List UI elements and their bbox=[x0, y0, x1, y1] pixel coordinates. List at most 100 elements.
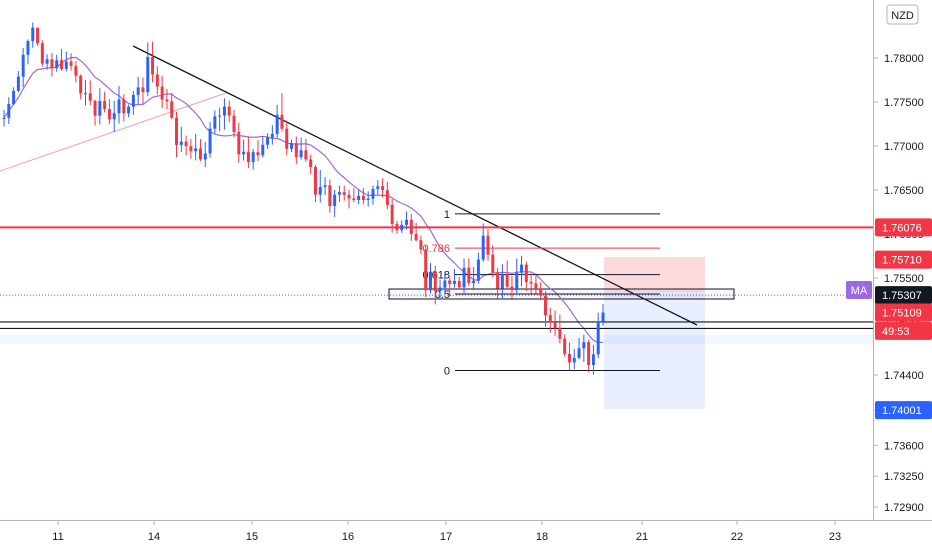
y-tick-label: 1.73250 bbox=[884, 471, 924, 483]
candle-body bbox=[275, 114, 279, 134]
candle-body bbox=[424, 249, 428, 291]
candle-body bbox=[510, 286, 514, 290]
price-tag-label: 49:53 bbox=[882, 326, 910, 338]
candle-body bbox=[304, 150, 308, 160]
candle-body bbox=[323, 185, 327, 187]
candle-body bbox=[452, 280, 456, 284]
candle-body bbox=[567, 353, 571, 363]
candle-body bbox=[218, 115, 222, 117]
candle-body bbox=[318, 186, 322, 195]
candle-body bbox=[136, 87, 140, 95]
candle-body bbox=[337, 192, 341, 195]
candle-body bbox=[352, 198, 356, 201]
candle-body bbox=[270, 133, 274, 138]
candle-body bbox=[443, 280, 447, 288]
currency-label: NZD bbox=[891, 10, 914, 22]
take-profit-zone[interactable] bbox=[604, 292, 705, 409]
candle-body bbox=[548, 315, 552, 323]
candle-body bbox=[256, 152, 260, 156]
candle-body bbox=[505, 274, 509, 287]
price-tag-box bbox=[875, 250, 932, 269]
moving-average-line bbox=[3, 56, 604, 344]
candle-body bbox=[36, 27, 40, 44]
candle-body bbox=[12, 90, 16, 105]
ma-indicator-label[interactable]: MA bbox=[846, 281, 872, 299]
candle-body bbox=[587, 342, 591, 365]
candle-body bbox=[582, 342, 586, 349]
candle-body bbox=[405, 219, 409, 225]
candle-body bbox=[524, 264, 528, 283]
candle-body bbox=[194, 148, 198, 152]
candle-body bbox=[342, 192, 346, 195]
price-tag: 1.75109 bbox=[875, 303, 932, 322]
candle-body bbox=[79, 75, 83, 94]
candle-body bbox=[151, 57, 155, 75]
candle-body bbox=[520, 264, 524, 273]
candle-body bbox=[184, 141, 188, 147]
price-tag-label: 1.75307 bbox=[882, 290, 922, 302]
candle-body bbox=[266, 137, 270, 145]
x-tick-label: 17 bbox=[440, 531, 452, 543]
ma-label-box bbox=[846, 281, 872, 299]
downtrend-line[interactable] bbox=[132, 45, 698, 326]
y-tick-label: 1.72900 bbox=[884, 502, 924, 514]
candle-body bbox=[60, 60, 63, 69]
candle-body bbox=[496, 272, 500, 289]
price-tag: 1.75710 bbox=[875, 250, 932, 269]
candle-body bbox=[577, 348, 581, 358]
candle-body bbox=[313, 166, 317, 195]
candle-body bbox=[333, 194, 337, 206]
price-tag-box bbox=[875, 218, 932, 237]
candle-body bbox=[122, 99, 126, 114]
candle-body bbox=[165, 99, 169, 102]
candle-body bbox=[390, 204, 394, 224]
x-tick-label: 23 bbox=[829, 531, 841, 543]
x-tick-label: 11 bbox=[52, 531, 63, 543]
candle-body bbox=[361, 195, 365, 201]
candle-body bbox=[26, 41, 30, 55]
price-tag: 49:53 bbox=[875, 321, 932, 340]
candle-body bbox=[31, 27, 35, 42]
candle-body bbox=[462, 267, 466, 288]
price-tag: 1.74001 bbox=[875, 401, 932, 420]
candle-body bbox=[55, 60, 59, 69]
candle-body bbox=[232, 115, 236, 132]
candle-body bbox=[558, 328, 562, 339]
x-tick-label: 15 bbox=[246, 531, 258, 543]
currency-badge[interactable]: NZD bbox=[886, 4, 919, 25]
price-tag-label: 1.75710 bbox=[882, 255, 922, 267]
candle-body bbox=[285, 128, 289, 149]
candle-body bbox=[544, 295, 547, 316]
y-tick-label: 1.77000 bbox=[884, 141, 924, 153]
price-tag-box bbox=[875, 401, 932, 420]
candle-body bbox=[179, 141, 183, 145]
candle-body bbox=[591, 354, 595, 365]
y-tick-label: 1.78000 bbox=[884, 53, 924, 65]
candle-body bbox=[400, 224, 404, 231]
y-tick-label: 1.73600 bbox=[884, 440, 924, 452]
candle-body bbox=[40, 43, 44, 64]
candle-body bbox=[309, 159, 313, 167]
candle-body bbox=[290, 143, 294, 149]
candle-body bbox=[237, 131, 241, 155]
candle-body bbox=[88, 93, 92, 101]
y-tick-label: 1.77500 bbox=[884, 97, 924, 109]
candle-body bbox=[208, 128, 212, 154]
fib-level-label: 0.786 bbox=[422, 243, 450, 255]
x-tick-label: 18 bbox=[536, 531, 548, 543]
demand-zone[interactable] bbox=[0, 335, 873, 344]
candle-body bbox=[117, 99, 121, 114]
fib-level-label: 0.5 bbox=[435, 289, 450, 301]
candle-body bbox=[50, 59, 54, 69]
x-tick-label: 14 bbox=[148, 531, 160, 543]
candle-body bbox=[433, 271, 437, 292]
candle-body bbox=[476, 259, 480, 281]
ma-label-text: MA bbox=[851, 285, 868, 297]
candle-body bbox=[376, 186, 380, 189]
candle-body bbox=[69, 61, 73, 67]
price-tag-label: 1.74001 bbox=[882, 405, 922, 417]
currency-badge-box bbox=[886, 4, 919, 25]
fib-level-label: 1 bbox=[444, 209, 450, 221]
candle-body bbox=[500, 274, 504, 289]
